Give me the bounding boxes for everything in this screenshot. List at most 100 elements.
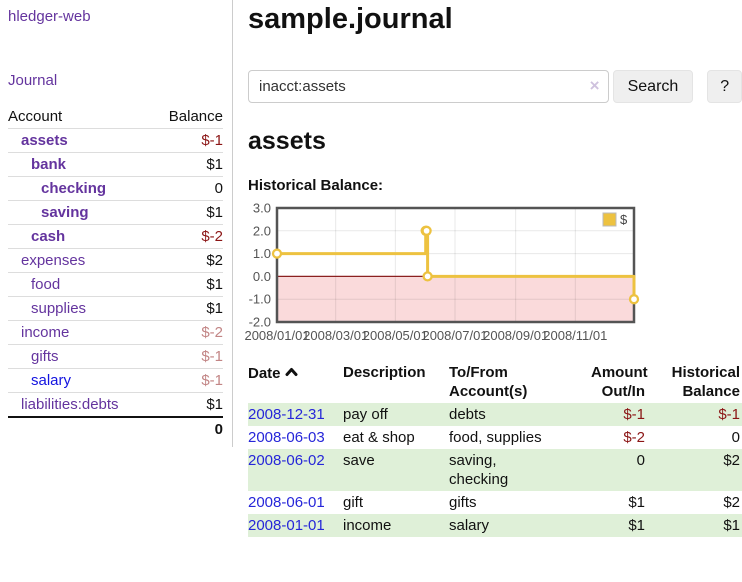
transaction-balance: $2: [723, 494, 740, 511]
transaction-description: gift: [343, 494, 364, 511]
register-table: Date Description To/From Account(s) Amou…: [248, 361, 742, 537]
accounts-table: Account Balance assets $-1 bank $1 checking 0…: [8, 105, 223, 441]
sidebar-item-journal[interactable]: Journal: [8, 72, 58, 89]
account-row: bank $1: [8, 152, 223, 177]
transaction-amount: $-2: [623, 429, 645, 446]
svg-text:2008/01/01: 2008/01/01: [244, 328, 309, 343]
account-heading: assets: [248, 127, 326, 155]
transaction-date-link[interactable]: 2008-06-02: [248, 452, 325, 469]
register-column-date[interactable]: Date: [248, 361, 343, 403]
account-row: expenses $2: [8, 248, 223, 273]
transaction-date-link[interactable]: 2008-06-01: [248, 494, 325, 511]
account-balance: $2: [152, 248, 223, 273]
account-row: gifts $-1: [8, 344, 223, 369]
svg-text:-1.0: -1.0: [249, 292, 271, 307]
account-link-bank[interactable]: bank: [31, 156, 67, 173]
account-link-cash[interactable]: cash: [31, 228, 66, 245]
chart-legend: $: [602, 212, 628, 227]
account-row: liabilities:debts $1: [8, 392, 223, 418]
search-input[interactable]: [248, 70, 609, 103]
chart-canvas: 3.0 2.0 1.0 0.0 -1.0 -2.02008/01/012008/03/01…: [244, 201, 640, 343]
transaction-description: save: [343, 452, 375, 469]
register-table-body: 2008-12-31 pay off debts $-1 $-1 2008-06-03 ea…: [248, 403, 742, 537]
transaction-date-link[interactable]: 2008-06-03: [248, 429, 325, 446]
svg-text:-2.0: -2.0: [249, 315, 271, 330]
transaction-date-link[interactable]: 2008-01-01: [248, 517, 325, 534]
svg-text:2008/03/01: 2008/03/01: [303, 328, 368, 343]
transaction-balance: $1: [723, 517, 740, 534]
svg-text:$: $: [620, 212, 628, 227]
transaction-balance: 0: [731, 429, 740, 446]
svg-text:2008/07/01: 2008/07/01: [422, 328, 487, 343]
app-brand-link[interactable]: hledger-web: [8, 8, 91, 25]
accounts-column-balance: Balance: [152, 105, 223, 129]
chart-label: Historical Balance:: [248, 177, 384, 194]
account-link-supplies[interactable]: supplies: [31, 300, 87, 317]
search-form: × Search ?: [248, 70, 742, 103]
svg-text:2.0: 2.0: [253, 223, 271, 238]
account-row: supplies $1: [8, 296, 223, 321]
register-column-amount: Amount Out/In: [591, 364, 648, 400]
chevron-up-icon: [285, 363, 298, 382]
transaction-description: income: [343, 517, 392, 534]
account-balance: $-1: [152, 368, 223, 393]
transaction-amount: 0: [636, 452, 645, 469]
transaction-accounts: gifts: [449, 494, 477, 511]
account-link-food[interactable]: food: [31, 276, 61, 293]
account-balance: $1: [152, 392, 223, 418]
account-balance: $-1: [152, 344, 223, 369]
svg-text:2008/11/01: 2008/11/01: [543, 328, 607, 343]
search-help-button[interactable]: ?: [707, 70, 742, 103]
accounts-total-spacer: [8, 416, 153, 441]
account-balance: $1: [152, 296, 223, 321]
account-link-saving[interactable]: saving: [41, 204, 89, 221]
transaction-amount: $1: [628, 517, 645, 534]
account-link-income[interactable]: income: [21, 324, 70, 341]
account-balance: $1: [152, 152, 223, 177]
account-balance: $1: [152, 272, 223, 297]
transaction-description: pay off: [343, 406, 388, 423]
svg-text:0.0: 0.0: [253, 269, 271, 284]
transaction-accounts: food, supplies: [449, 429, 542, 446]
register-header-row: Date Description To/From Account(s) Amou…: [248, 361, 742, 403]
transaction-accounts: saving, checking: [449, 452, 509, 488]
transaction-balance: $2: [723, 452, 740, 469]
transaction-accounts: salary: [449, 517, 490, 534]
accounts-total-row: 0: [8, 416, 223, 441]
svg-text:2008/05/01: 2008/05/01: [363, 328, 428, 343]
account-row: assets $-1: [8, 128, 223, 153]
account-row: food $1: [8, 272, 223, 297]
account-balance: $1: [152, 200, 223, 225]
register-column-date-label: Date: [248, 365, 281, 382]
account-balance: $-2: [152, 320, 223, 345]
account-link-salary[interactable]: salary: [31, 372, 72, 389]
register-column-balance: Historical Balance: [671, 364, 740, 400]
account-link-expenses[interactable]: expenses: [21, 252, 86, 269]
account-link-gifts[interactable]: gifts: [31, 348, 59, 365]
register-row: 2008-06-03 eat & shop food, supplies $-2 0: [248, 426, 742, 449]
register-row: 2008-06-02 save saving, checking 0 $2: [248, 449, 742, 491]
account-balance: $-1: [152, 128, 223, 153]
register-column-accounts: To/From Account(s): [449, 364, 528, 400]
register-column-description: Description: [343, 364, 426, 381]
account-link-checking[interactable]: checking: [41, 180, 107, 197]
accounts-table-header: Account Balance: [8, 105, 223, 129]
clear-search-icon[interactable]: ×: [589, 76, 600, 95]
historical-balance-chart: 3.0 2.0 1.0 0.0 -1.0 -2.0 2008/01/01 2008/03/01…: [244, 200, 742, 350]
transaction-balance: $-1: [718, 406, 740, 423]
account-balance: $-2: [152, 224, 223, 249]
account-link-assets[interactable]: assets: [21, 132, 68, 149]
account-row: saving $1: [8, 200, 223, 225]
transaction-date-link[interactable]: 2008-12-31: [248, 406, 325, 423]
account-link-liabilities-debts[interactable]: liabilities:debts: [21, 396, 119, 413]
search-button[interactable]: Search: [612, 70, 694, 103]
account-row: income $-2: [8, 320, 223, 345]
register-row: 2008-06-01 gift gifts $1 $2: [248, 491, 742, 514]
transaction-amount: $-1: [623, 406, 645, 423]
account-row: cash $-2: [8, 224, 223, 249]
register-row: 2008-12-31 pay off debts $-1 $-1: [248, 403, 742, 426]
svg-text:1.0: 1.0: [253, 246, 271, 261]
register-row: 2008-01-01 income salary $1 $1: [248, 514, 742, 537]
accounts-total-value: 0: [152, 416, 223, 441]
page-title: sample.journal: [248, 3, 453, 35]
